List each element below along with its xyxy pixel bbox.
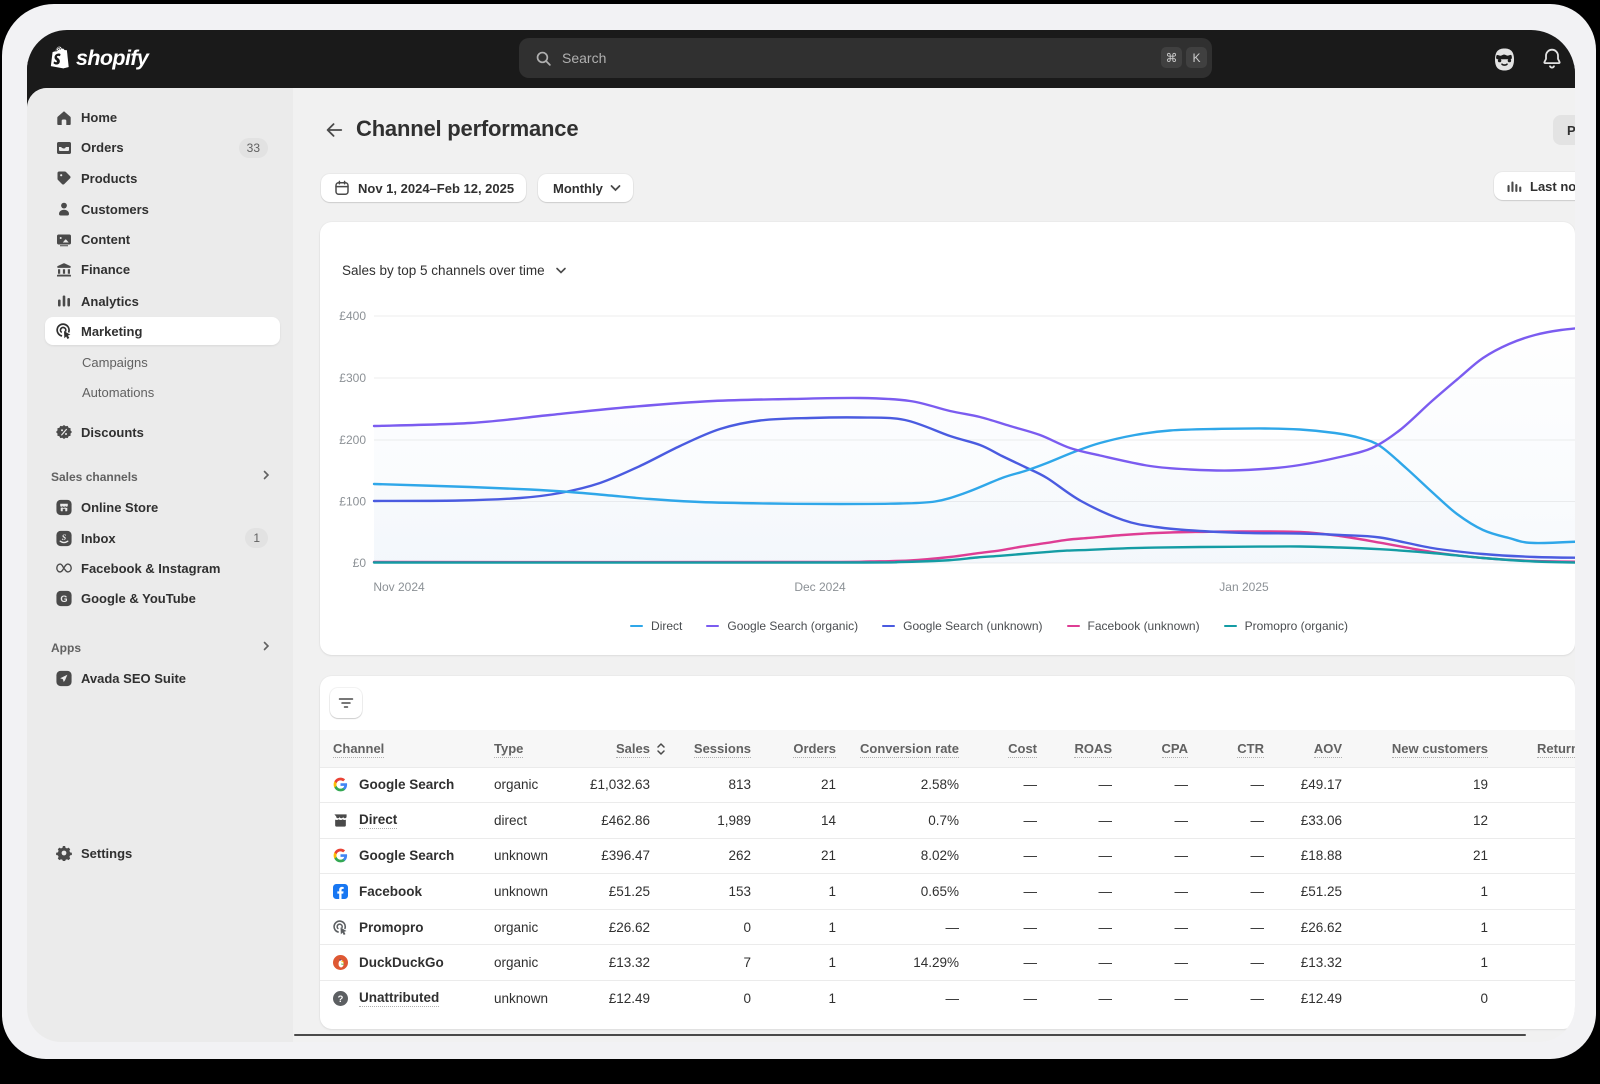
svg-text:£0: £0 [353, 556, 367, 570]
svg-text:Jan 2025: Jan 2025 [1219, 580, 1269, 594]
svg-text:£200: £200 [339, 433, 366, 447]
svg-text:S: S [62, 532, 67, 541]
svg-text:Nov 2024: Nov 2024 [373, 580, 425, 594]
svg-text:£300: £300 [339, 371, 366, 385]
svg-text:£100: £100 [339, 495, 366, 509]
svg-text:?: ? [338, 994, 344, 1004]
svg-text:Dec 2024: Dec 2024 [794, 580, 846, 594]
svg-text:G: G [60, 594, 67, 604]
svg-text:£400: £400 [339, 309, 366, 323]
